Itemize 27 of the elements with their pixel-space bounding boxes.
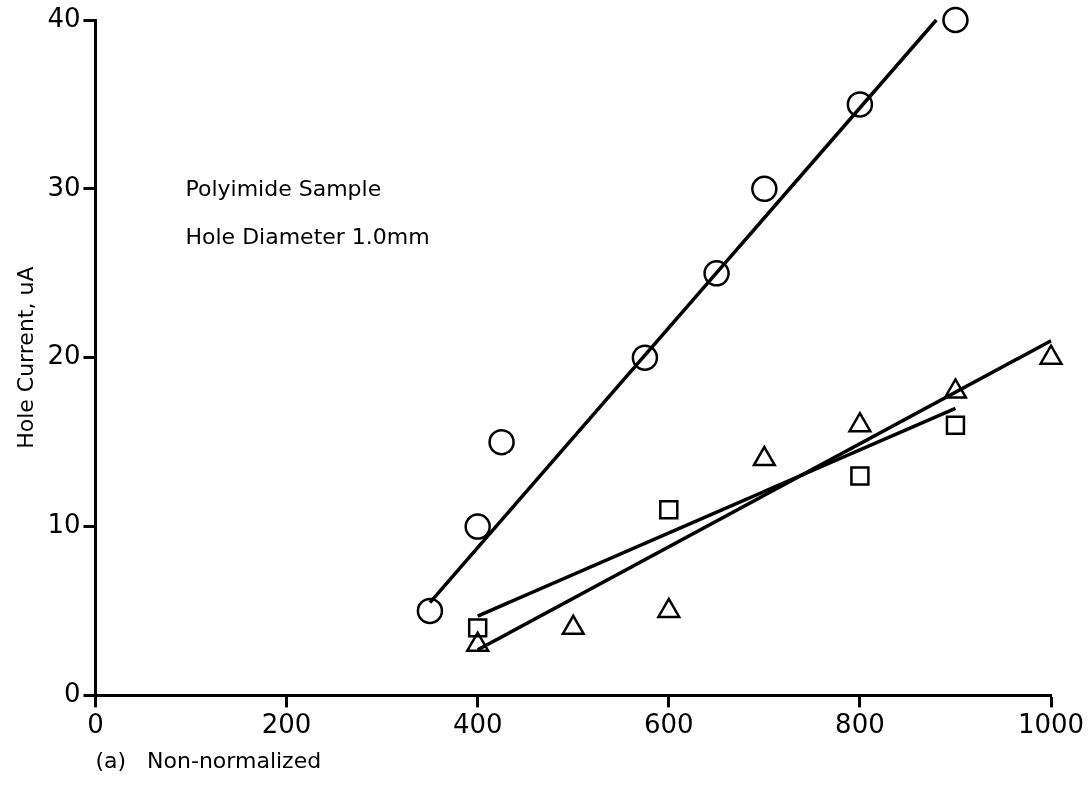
x-tick-label: 800: [835, 708, 885, 739]
annotation: Polyimide Sample: [185, 175, 382, 201]
y-tick-label: 0: [63, 678, 81, 709]
x-tick-label: 600: [643, 708, 694, 739]
y-tick-label: 30: [47, 171, 81, 202]
annotation: Hole Diameter 1.0mm: [185, 223, 430, 249]
x-tick-label: 0: [87, 708, 104, 739]
point: [464, 513, 491, 540]
point: [846, 91, 874, 118]
y-tick-label: 40: [47, 2, 81, 33]
point: [416, 597, 444, 625]
point: [659, 499, 679, 520]
point: [631, 344, 659, 371]
x-tick-label: 1000: [1017, 708, 1085, 739]
x-tick-label: 200: [261, 708, 312, 739]
point: [467, 618, 488, 638]
point: [703, 260, 730, 287]
point: [751, 175, 778, 203]
point: [850, 466, 870, 486]
point: [945, 415, 966, 435]
point: [942, 6, 969, 34]
y-tick-label: 20: [47, 340, 81, 371]
y-tick-label: 10: [47, 509, 81, 540]
y-axis-title: Hole Current, uA: [12, 266, 38, 449]
point: [488, 428, 515, 456]
x-tick-label: 400: [452, 708, 503, 739]
x-axis-title: (a) Non-normalized: [95, 747, 322, 773]
